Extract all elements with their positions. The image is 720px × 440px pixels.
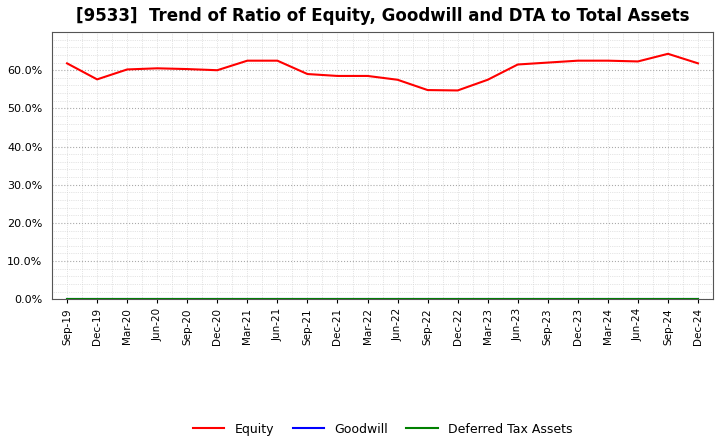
Deferred Tax Assets (634, 297, 642, 302)
Goodwill (333, 297, 342, 302)
Deferred Tax Assets (243, 297, 252, 302)
Goodwill (273, 297, 282, 302)
Equity (664, 51, 672, 56)
Goodwill (634, 297, 642, 302)
Deferred Tax Assets (303, 297, 312, 302)
Equity (183, 66, 192, 72)
Equity (483, 77, 492, 82)
Goodwill (183, 297, 192, 302)
Goodwill (693, 297, 702, 302)
Equity (693, 61, 702, 66)
Deferred Tax Assets (603, 297, 612, 302)
Goodwill (303, 297, 312, 302)
Equity (303, 71, 312, 77)
Equity (63, 61, 71, 66)
Goodwill (243, 297, 252, 302)
Goodwill (363, 297, 372, 302)
Equity (393, 77, 402, 82)
Equity (243, 58, 252, 63)
Goodwill (454, 297, 462, 302)
Equity (513, 62, 522, 67)
Equity (123, 67, 132, 72)
Equity (634, 59, 642, 64)
Deferred Tax Assets (393, 297, 402, 302)
Deferred Tax Assets (483, 297, 492, 302)
Deferred Tax Assets (123, 297, 132, 302)
Deferred Tax Assets (513, 297, 522, 302)
Equity (333, 73, 342, 79)
Equity (93, 77, 102, 82)
Equity (574, 58, 582, 63)
Deferred Tax Assets (63, 297, 71, 302)
Goodwill (603, 297, 612, 302)
Deferred Tax Assets (183, 297, 192, 302)
Equity (423, 88, 432, 93)
Equity (213, 68, 222, 73)
Deferred Tax Assets (544, 297, 552, 302)
Equity (273, 58, 282, 63)
Equity (603, 58, 612, 63)
Goodwill (544, 297, 552, 302)
Equity (454, 88, 462, 93)
Goodwill (393, 297, 402, 302)
Deferred Tax Assets (664, 297, 672, 302)
Deferred Tax Assets (363, 297, 372, 302)
Title: [9533]  Trend of Ratio of Equity, Goodwill and DTA to Total Assets: [9533] Trend of Ratio of Equity, Goodwil… (76, 7, 689, 25)
Deferred Tax Assets (423, 297, 432, 302)
Goodwill (123, 297, 132, 302)
Deferred Tax Assets (273, 297, 282, 302)
Goodwill (153, 297, 161, 302)
Equity (153, 66, 161, 71)
Goodwill (63, 297, 71, 302)
Deferred Tax Assets (454, 297, 462, 302)
Goodwill (423, 297, 432, 302)
Deferred Tax Assets (333, 297, 342, 302)
Line: Equity: Equity (67, 54, 698, 91)
Goodwill (513, 297, 522, 302)
Equity (363, 73, 372, 79)
Deferred Tax Assets (213, 297, 222, 302)
Legend: Equity, Goodwill, Deferred Tax Assets: Equity, Goodwill, Deferred Tax Assets (188, 418, 577, 440)
Deferred Tax Assets (93, 297, 102, 302)
Equity (544, 60, 552, 65)
Deferred Tax Assets (153, 297, 161, 302)
Deferred Tax Assets (693, 297, 702, 302)
Deferred Tax Assets (574, 297, 582, 302)
Goodwill (574, 297, 582, 302)
Goodwill (93, 297, 102, 302)
Goodwill (483, 297, 492, 302)
Goodwill (213, 297, 222, 302)
Goodwill (664, 297, 672, 302)
